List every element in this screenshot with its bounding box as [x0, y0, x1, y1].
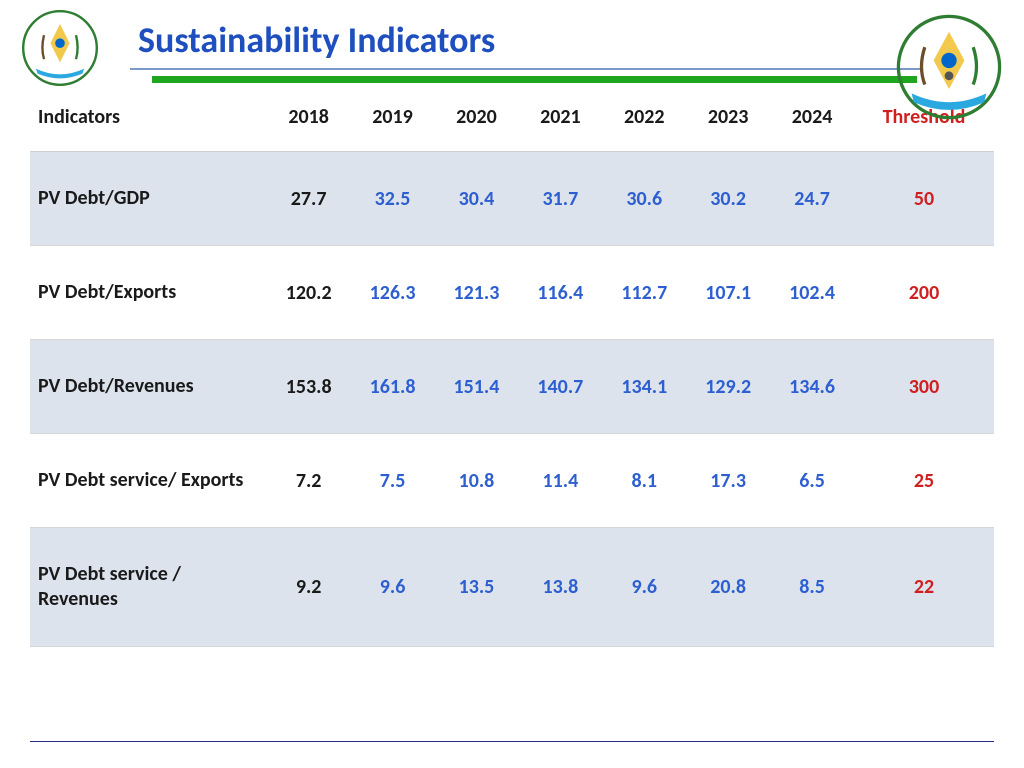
value-cell: 112.7	[602, 246, 686, 340]
indicator-cell: PV Debt/Exports	[30, 246, 267, 340]
accent-bar	[152, 76, 917, 83]
table-row: PV Debt service/ Exports7.27.510.811.48.…	[30, 434, 994, 528]
indicator-cell: PV Debt/GDP	[30, 152, 267, 246]
col-2018: 2018	[267, 97, 351, 152]
value-cell: 134.1	[602, 340, 686, 434]
value-cell: 102.4	[770, 246, 854, 340]
value-cell: 116.4	[518, 246, 602, 340]
col-indicators: Indicators	[30, 97, 267, 152]
value-cell: 8.1	[602, 434, 686, 528]
value-cell: 161.8	[351, 340, 435, 434]
value-cell: 134.6	[770, 340, 854, 434]
value-cell: 32.5	[351, 152, 435, 246]
value-cell: 24.7	[770, 152, 854, 246]
table-row: PV Debt/Exports120.2126.3121.3116.4112.7…	[30, 246, 994, 340]
col-2021: 2021	[518, 97, 602, 152]
threshold-cell: 25	[854, 434, 994, 528]
slide-header: Sustainability Indicators	[0, 0, 1024, 83]
col-2019: 2019	[351, 97, 435, 152]
table-body: PV Debt/GDP27.732.530.431.730.630.224.75…	[30, 152, 994, 647]
indicator-cell: PV Debt service / Revenues	[30, 528, 267, 647]
table-row: PV Debt/GDP27.732.530.431.730.630.224.75…	[30, 152, 994, 246]
footer-divider	[30, 741, 994, 742]
indicators-table: Indicators 2018 2019 2020 2021 2022 2023…	[30, 97, 994, 647]
col-2024: 2024	[770, 97, 854, 152]
value-cell: 9.2	[267, 528, 351, 647]
threshold-cell: 50	[854, 152, 994, 246]
col-2023: 2023	[686, 97, 770, 152]
indicator-cell: PV Debt/Revenues	[30, 340, 267, 434]
table-row: PV Debt/Revenues153.8161.8151.4140.7134.…	[30, 340, 994, 434]
threshold-cell: 200	[854, 246, 994, 340]
value-cell: 153.8	[267, 340, 351, 434]
value-cell: 31.7	[518, 152, 602, 246]
value-cell: 13.5	[435, 528, 519, 647]
value-cell: 30.4	[435, 152, 519, 246]
value-cell: 6.5	[770, 434, 854, 528]
threshold-cell: 22	[854, 528, 994, 647]
value-cell: 11.4	[518, 434, 602, 528]
value-cell: 9.6	[602, 528, 686, 647]
title-underline	[130, 68, 920, 70]
page-title: Sustainability Indicators	[138, 18, 994, 62]
value-cell: 121.3	[435, 246, 519, 340]
value-cell: 7.2	[267, 434, 351, 528]
value-cell: 7.5	[351, 434, 435, 528]
value-cell: 27.7	[267, 152, 351, 246]
value-cell: 13.8	[518, 528, 602, 647]
value-cell: 126.3	[351, 246, 435, 340]
value-cell: 30.2	[686, 152, 770, 246]
value-cell: 140.7	[518, 340, 602, 434]
indicators-table-container: Indicators 2018 2019 2020 2021 2022 2023…	[0, 83, 1024, 647]
value-cell: 120.2	[267, 246, 351, 340]
value-cell: 151.4	[435, 340, 519, 434]
value-cell: 129.2	[686, 340, 770, 434]
emblem-icon	[20, 8, 100, 88]
emblem-large-icon	[894, 12, 1004, 122]
table-header-row: Indicators 2018 2019 2020 2021 2022 2023…	[30, 97, 994, 152]
table-row: PV Debt service / Revenues9.29.613.513.8…	[30, 528, 994, 647]
value-cell: 30.6	[602, 152, 686, 246]
indicator-cell: PV Debt service/ Exports	[30, 434, 267, 528]
col-2020: 2020	[435, 97, 519, 152]
value-cell: 17.3	[686, 434, 770, 528]
value-cell: 9.6	[351, 528, 435, 647]
threshold-cell: 300	[854, 340, 994, 434]
value-cell: 10.8	[435, 434, 519, 528]
value-cell: 107.1	[686, 246, 770, 340]
col-2022: 2022	[602, 97, 686, 152]
value-cell: 8.5	[770, 528, 854, 647]
value-cell: 20.8	[686, 528, 770, 647]
